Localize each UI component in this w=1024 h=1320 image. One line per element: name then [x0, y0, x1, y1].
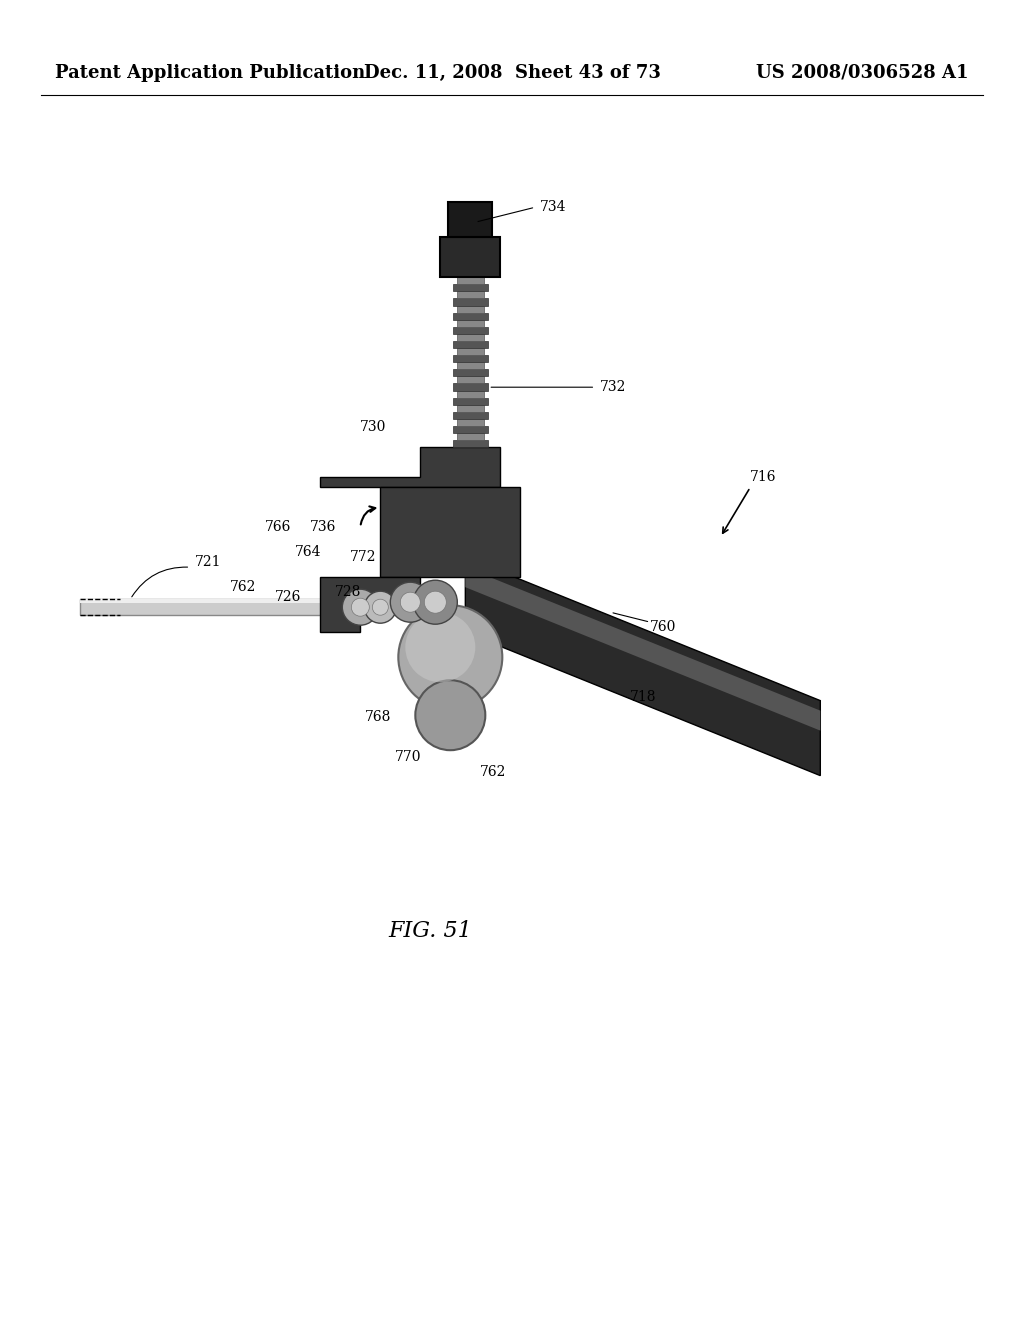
Bar [454, 298, 488, 305]
Text: 734: 734 [541, 201, 567, 214]
Bar [454, 412, 488, 418]
Bar [454, 397, 488, 405]
Bar [458, 418, 484, 426]
Bar [458, 376, 484, 383]
Bar [458, 277, 484, 284]
Text: 760: 760 [650, 620, 677, 634]
Bar [458, 305, 484, 313]
Bar [458, 405, 484, 412]
Bar [454, 383, 488, 391]
Polygon shape [321, 447, 501, 487]
Text: 764: 764 [295, 545, 322, 560]
Polygon shape [465, 568, 820, 731]
Bar [454, 426, 488, 433]
Text: 762: 762 [480, 766, 507, 779]
Text: 768: 768 [366, 710, 392, 725]
Text: 718: 718 [631, 690, 656, 704]
Bar [454, 284, 488, 292]
Text: 716: 716 [751, 470, 777, 484]
Polygon shape [380, 487, 520, 577]
Circle shape [400, 593, 420, 612]
Text: 730: 730 [360, 420, 387, 434]
Text: 762: 762 [230, 581, 257, 594]
Text: Dec. 11, 2008  Sheet 43 of 73: Dec. 11, 2008 Sheet 43 of 73 [364, 63, 660, 82]
Bar [458, 362, 484, 370]
Bar [454, 313, 488, 319]
Circle shape [342, 589, 378, 626]
Circle shape [416, 680, 485, 750]
Bar [454, 355, 488, 362]
Polygon shape [80, 599, 430, 603]
Bar [458, 292, 484, 298]
Bar [440, 238, 501, 277]
Circle shape [398, 605, 503, 709]
Polygon shape [465, 557, 820, 776]
Bar [458, 334, 484, 341]
Bar [449, 202, 493, 238]
Bar [458, 348, 484, 355]
Text: FIG. 51: FIG. 51 [388, 920, 472, 941]
Text: US 2008/0306528 A1: US 2008/0306528 A1 [757, 63, 969, 82]
Bar [454, 341, 488, 348]
Text: 772: 772 [350, 550, 377, 564]
Text: 721: 721 [196, 556, 222, 569]
Bar [454, 370, 488, 376]
Bar [458, 319, 484, 327]
Circle shape [424, 591, 446, 614]
Circle shape [406, 612, 475, 682]
Bar [454, 440, 488, 447]
Text: 732: 732 [600, 380, 627, 395]
Circle shape [373, 599, 388, 615]
Text: Patent Application Publication: Patent Application Publication [55, 63, 366, 82]
Bar [458, 391, 484, 397]
Text: 736: 736 [310, 520, 337, 535]
Text: 728: 728 [335, 585, 361, 599]
Circle shape [365, 591, 396, 623]
Circle shape [390, 582, 430, 622]
Polygon shape [80, 599, 430, 615]
Text: 766: 766 [265, 520, 292, 535]
Bar [458, 433, 484, 440]
Text: 770: 770 [395, 750, 422, 764]
Text: 726: 726 [275, 590, 302, 605]
Bar [454, 327, 488, 334]
Circle shape [414, 581, 458, 624]
Circle shape [351, 598, 370, 616]
Polygon shape [321, 577, 420, 632]
